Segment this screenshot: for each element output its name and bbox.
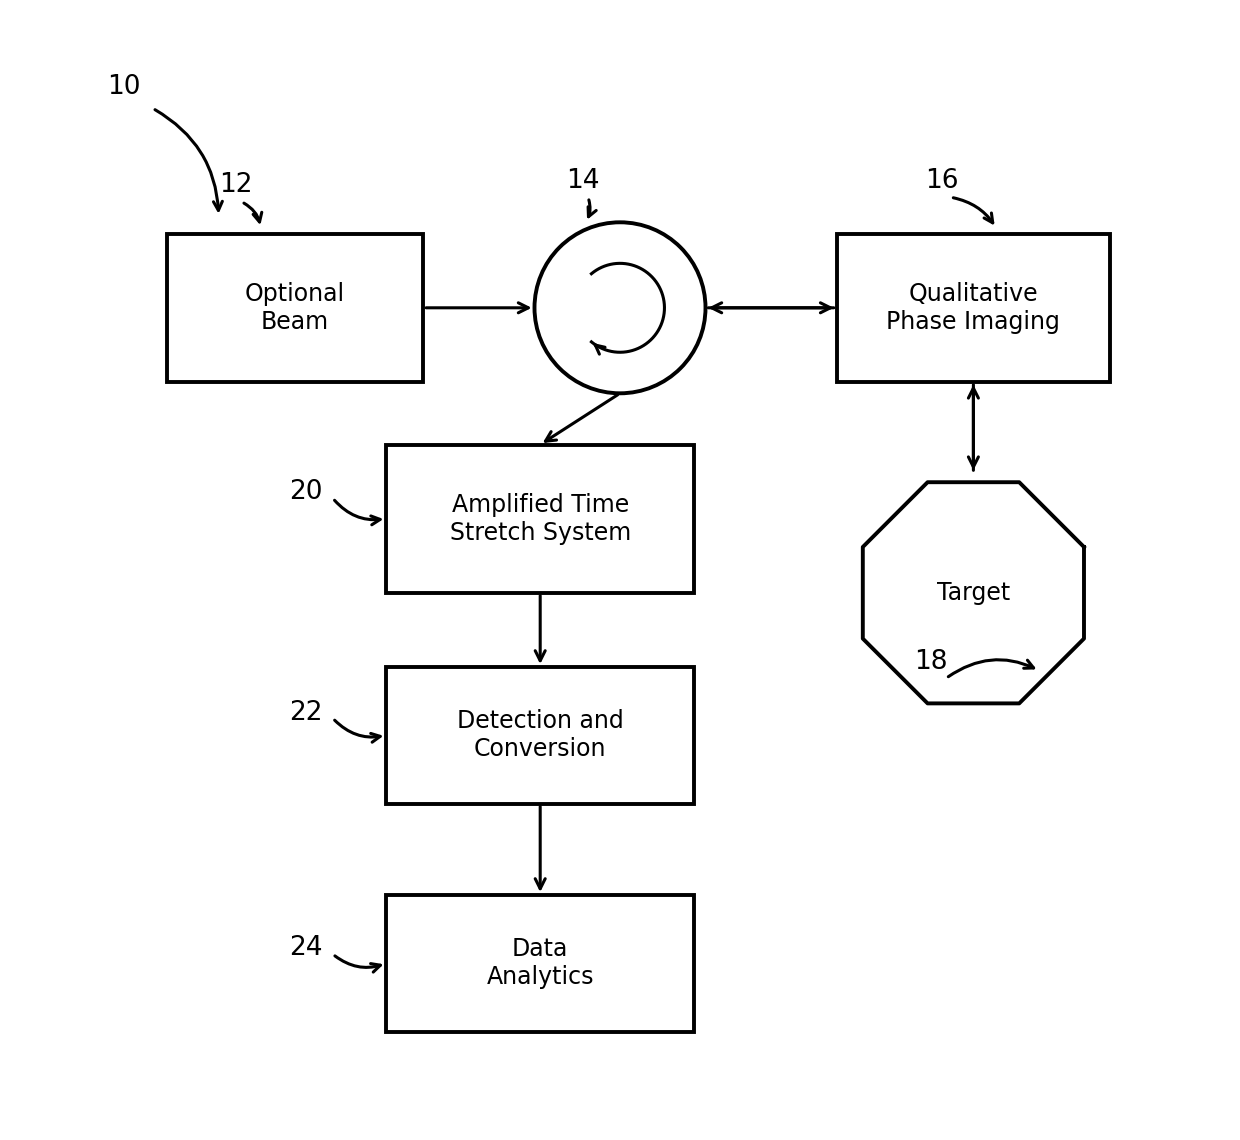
FancyArrowPatch shape [335,720,381,742]
Text: 10: 10 [107,74,140,100]
FancyArrowPatch shape [335,500,381,524]
FancyArrowPatch shape [588,200,596,217]
FancyArrowPatch shape [244,203,262,222]
Text: 16: 16 [925,168,959,194]
Polygon shape [863,482,1084,703]
Text: Optional
Beam: Optional Beam [246,282,345,334]
Text: Data
Analytics: Data Analytics [486,937,594,990]
FancyArrowPatch shape [335,955,381,972]
FancyBboxPatch shape [167,234,423,382]
FancyBboxPatch shape [387,667,694,804]
Circle shape [534,222,706,393]
FancyBboxPatch shape [387,445,694,593]
Text: 20: 20 [289,480,322,505]
FancyArrowPatch shape [949,660,1034,677]
Text: Target: Target [936,580,1011,605]
Text: 22: 22 [289,700,322,725]
Text: Amplified Time
Stretch System: Amplified Time Stretch System [450,492,631,545]
Text: 14: 14 [567,168,600,194]
FancyBboxPatch shape [837,234,1110,382]
Text: 24: 24 [289,936,322,961]
Text: 12: 12 [218,172,252,198]
FancyBboxPatch shape [387,895,694,1032]
FancyArrowPatch shape [155,109,222,211]
Text: 18: 18 [914,649,947,675]
Text: Detection and
Conversion: Detection and Conversion [456,709,624,762]
FancyArrowPatch shape [954,197,993,222]
Text: Qualitative
Phase Imaging: Qualitative Phase Imaging [887,282,1060,334]
